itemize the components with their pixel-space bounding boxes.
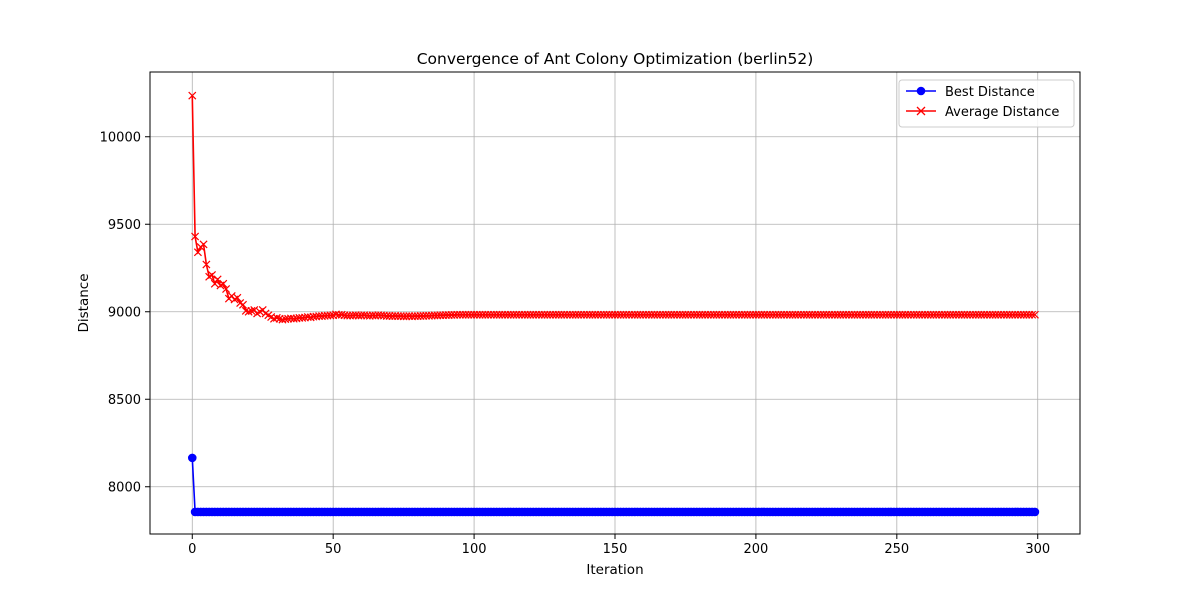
average-distance-point (188, 91, 197, 100)
average-distance-point (222, 284, 231, 294)
y-tick-label: 9000 (108, 305, 141, 320)
x-tick-label: 150 (603, 542, 628, 557)
series-average-distance (188, 91, 1039, 324)
legend: Best Distance Average Distance (898, 79, 1075, 128)
legend-marker-best (916, 86, 926, 96)
average-distance-point (199, 240, 208, 249)
y-axis-label: Distance (76, 273, 92, 332)
axis-ticks: 0 50 100 150 200 250 300 8000 8500 9000 9500 10000 (100, 130, 1051, 557)
average-distance-point (233, 293, 242, 302)
legend-marker-average (916, 106, 926, 116)
average-distance-point (247, 306, 256, 315)
legend-label-best: Best Distance (945, 85, 1035, 100)
y-tick-label: 9500 (108, 218, 141, 233)
best-distance-line (191, 457, 1035, 513)
x-tick-label: 0 (188, 542, 196, 557)
average-distance-line (191, 95, 1035, 321)
average-distance-point (210, 279, 219, 288)
average-distance-point (213, 275, 222, 284)
x-tick-label: 250 (884, 542, 909, 557)
series-best-distance (187, 453, 1040, 517)
average-distance-point (193, 248, 202, 257)
y-tick-label: 10000 (100, 130, 141, 145)
average-distance-point (207, 270, 217, 280)
average-distance-point (202, 260, 211, 269)
average-distance-point (238, 300, 248, 309)
best-distance-point (1030, 507, 1040, 517)
x-tick-label: 200 (743, 542, 768, 557)
y-tick-label: 8500 (108, 393, 141, 408)
legend-label-average: Average Distance (945, 105, 1059, 120)
grid-lines (150, 72, 1080, 534)
average-distance-point (191, 232, 200, 241)
average-distance-point (272, 313, 281, 322)
average-distance-point (1030, 310, 1039, 319)
chart-title: Convergence of Ant Colony Optimization (… (417, 50, 814, 68)
average-distance-point (244, 307, 253, 316)
y-tick-label: 8000 (108, 480, 141, 495)
average-distance-point (1028, 310, 1037, 319)
plot-series (187, 91, 1040, 517)
x-tick-label: 100 (462, 542, 487, 557)
x-axis-label: Iteration (586, 562, 643, 578)
legend-box (898, 79, 1075, 128)
x-tick-label: 50 (325, 542, 342, 557)
best-distance-point (187, 453, 197, 463)
x-tick-label: 300 (1025, 542, 1050, 557)
average-distance-point (219, 279, 228, 288)
